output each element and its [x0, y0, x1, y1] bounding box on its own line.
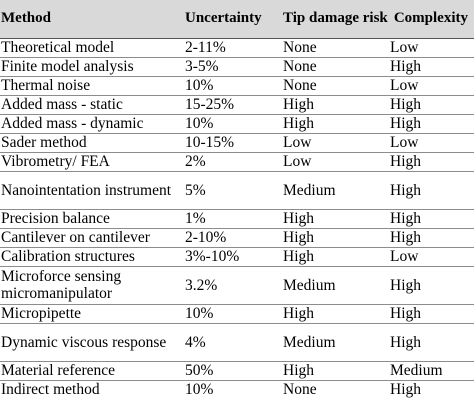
cell-uncertainty: 50%: [183, 361, 279, 381]
cell-complexity: High: [390, 228, 474, 248]
cell-uncertainty: 2-10%: [183, 228, 279, 248]
cell-tip-damage-risk: Medium: [279, 266, 390, 305]
cell-complexity: Low: [390, 133, 474, 153]
table-row: Finite model analysis 3-5% None High: [0, 57, 474, 77]
cell-method: Precision balance: [0, 209, 183, 229]
cell-method: Cantilever on cantilever: [0, 228, 183, 248]
cell-method: Sader method: [0, 133, 183, 153]
cell-tip-damage-risk: None: [279, 38, 390, 58]
cell-complexity: High: [390, 266, 474, 305]
cell-uncertainty: 10-15%: [183, 133, 279, 153]
table-row: Sader method 10-15% Low Low: [0, 133, 474, 153]
cell-method: Added mass - dynamic: [0, 114, 183, 134]
table-row: Indirect method 10% None High: [0, 380, 474, 399]
cell-complexity: High: [390, 114, 474, 134]
cell-tip-damage-risk: High: [279, 209, 390, 229]
table-row: Added mass - dynamic 10% High High: [0, 114, 474, 134]
cell-method: Theoretical model: [0, 38, 183, 58]
cell-method: Nanointentation instrument: [0, 171, 183, 210]
cell-complexity: High: [390, 323, 474, 362]
header-method: Method: [0, 0, 183, 39]
cell-method: Dynamic viscous response: [0, 323, 183, 362]
cell-uncertainty: 3%-10%: [183, 247, 279, 267]
table-row: Microforce sensing micromanipulator 3.2% M…: [0, 266, 474, 305]
table-row: Dynamic viscous response 4% Medium High: [0, 323, 474, 362]
cell-method: Microforce sensing micromanipulator: [0, 266, 183, 305]
cell-complexity: Low: [390, 76, 474, 96]
cell-complexity: High: [390, 171, 474, 210]
table-row: Cantilever on cantilever 2-10% High High: [0, 228, 474, 248]
table-header: Method Uncertainty Tip damage risk Compl…: [0, 0, 474, 39]
header-tip-damage-risk: Tip damage risk: [279, 0, 390, 39]
cell-uncertainty: 5%: [183, 171, 279, 210]
cell-uncertainty: 2%: [183, 152, 279, 172]
cell-uncertainty: 10%: [183, 76, 279, 96]
cell-tip-damage-risk: High: [279, 114, 390, 134]
cell-tip-damage-risk: Medium: [279, 171, 390, 210]
cell-uncertainty: 10%: [183, 114, 279, 134]
cell-method: Indirect method: [1, 381, 100, 399]
cell-method: Added mass - static: [0, 95, 183, 115]
table-row: Micropipette 10% High High: [0, 304, 474, 324]
cell-tip-damage-risk: None: [283, 381, 317, 399]
cell-tip-damage-risk: High: [279, 304, 390, 324]
cell-complexity: High: [390, 381, 421, 399]
cell-uncertainty: 10%: [183, 304, 279, 324]
table-row: Material reference 50% High Medium: [0, 361, 474, 381]
cell-tip-damage-risk: None: [279, 57, 390, 77]
cell-complexity: Low: [390, 38, 474, 58]
cell-complexity: High: [390, 304, 474, 324]
cell-uncertainty: 3-5%: [183, 57, 279, 77]
cell-tip-damage-risk: High: [279, 228, 390, 248]
header-complexity: Complexity: [390, 0, 474, 39]
cell-method: Finite model analysis: [0, 57, 183, 77]
table-row: Theoretical model 2-11% None Low: [0, 38, 474, 58]
table-row: Nanointentation instrument 5% Medium High: [0, 171, 474, 210]
cell-method: Calibration structures: [0, 247, 183, 267]
header-uncertainty: Uncertainty: [183, 0, 279, 39]
cell-uncertainty: 10%: [185, 381, 214, 399]
cell-uncertainty: 2-11%: [183, 38, 279, 58]
cell-method: Material reference: [0, 361, 183, 381]
cell-complexity: High: [390, 209, 474, 229]
cell-uncertainty: 1%: [183, 209, 279, 229]
cell-tip-damage-risk: None: [279, 76, 390, 96]
table-body: Theoretical model 2-11% None Low Finite mode…: [0, 38, 474, 399]
header-row: Method Uncertainty Tip damage risk Compl…: [0, 0, 474, 39]
cell-uncertainty: 15-25%: [183, 95, 279, 115]
cell-tip-damage-risk: High: [279, 361, 390, 381]
cell-complexity: Medium: [390, 361, 474, 381]
cell-complexity: High: [390, 57, 474, 77]
cell-tip-damage-risk: Low: [279, 152, 390, 172]
cell-complexity: Low: [390, 247, 474, 267]
cell-method: Micropipette: [0, 304, 183, 324]
cell-tip-damage-risk: High: [279, 247, 390, 267]
cell-method: Vibrometry/ FEA: [0, 152, 183, 172]
cell-tip-damage-risk: Medium: [279, 323, 390, 362]
table-row: Added mass - static 15-25% High High: [0, 95, 474, 115]
cell-method: Thermal noise: [0, 76, 183, 96]
cell-uncertainty: 4%: [183, 323, 279, 362]
table-row: Thermal noise 10% None Low: [0, 76, 474, 96]
cell-uncertainty: 3.2%: [183, 266, 279, 305]
cell-tip-damage-risk: High: [279, 95, 390, 115]
cell-complexity: High: [390, 95, 474, 115]
cell-complexity: High: [390, 152, 474, 172]
table-row: Vibrometry/ FEA 2% Low High: [0, 152, 474, 172]
table-row: Precision balance 1% High High: [0, 209, 474, 229]
table-row: Calibration structures 3%-10% High Low: [0, 247, 474, 267]
cell-tip-damage-risk: Low: [279, 133, 390, 153]
